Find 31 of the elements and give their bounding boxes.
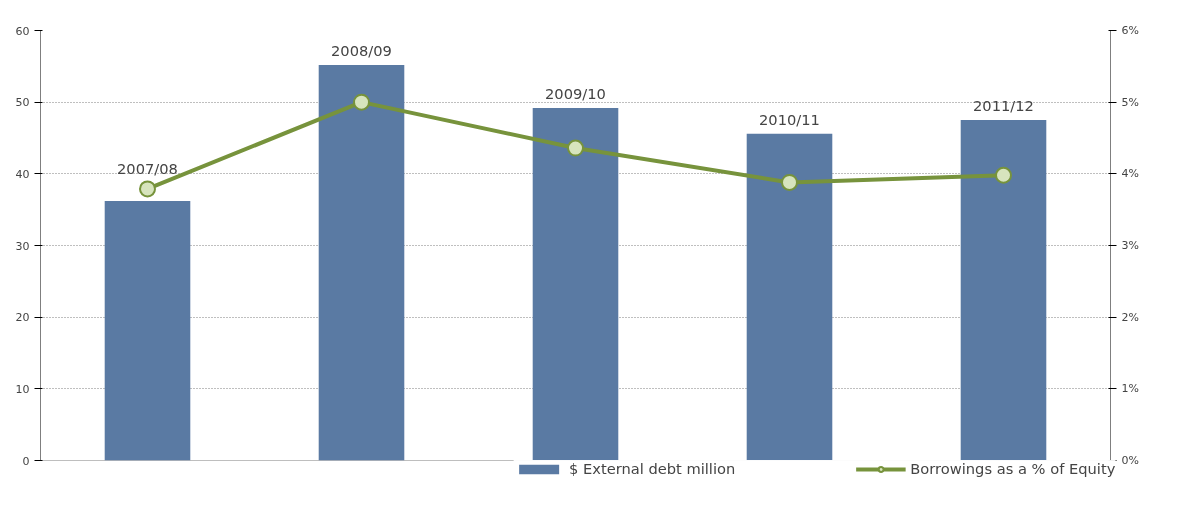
- y2-tick-label: 2%: [1121, 310, 1139, 324]
- point: [567, 139, 584, 157]
- point: [995, 166, 1012, 184]
- x-tick-label: 2010/11: [759, 110, 820, 128]
- y-tick-label: 30: [15, 239, 30, 253]
- y-tick-label: 60: [15, 24, 30, 38]
- point: [139, 180, 156, 198]
- y-tick-label: 40: [15, 167, 30, 181]
- y2-tick-label: 4%: [1121, 167, 1139, 181]
- y2-tick-label: 1%: [1121, 382, 1139, 396]
- y-tick-label: 10: [15, 382, 30, 396]
- bar: [318, 64, 405, 461]
- y2-tick-label: 5%: [1121, 95, 1139, 109]
- y2-tick-label: 0%: [1121, 454, 1139, 467]
- y2-tick-label: 3%: [1121, 239, 1139, 252]
- y-tick-label: 50: [15, 96, 30, 110]
- x-tick-label: 2007/08: [117, 159, 178, 177]
- y-tick-label: 0: [22, 454, 30, 468]
- bar: [960, 120, 1047, 461]
- x-tick-label: 2008/09: [331, 41, 392, 59]
- bar: [104, 201, 191, 461]
- legend-label: $ External debt million: [568, 460, 736, 477]
- point: [781, 173, 798, 191]
- x-tick-label: 2011/12: [973, 97, 1034, 115]
- bar: [746, 133, 833, 461]
- point: [353, 93, 370, 111]
- legend-label: Borrowings as a % of Equity: [910, 460, 1116, 477]
- bar: [532, 107, 619, 461]
- y-tick-label: 20: [15, 311, 30, 325]
- y2-tick-label: 6%: [1121, 24, 1139, 37]
- x-tick-label: 2009/10: [545, 84, 606, 102]
